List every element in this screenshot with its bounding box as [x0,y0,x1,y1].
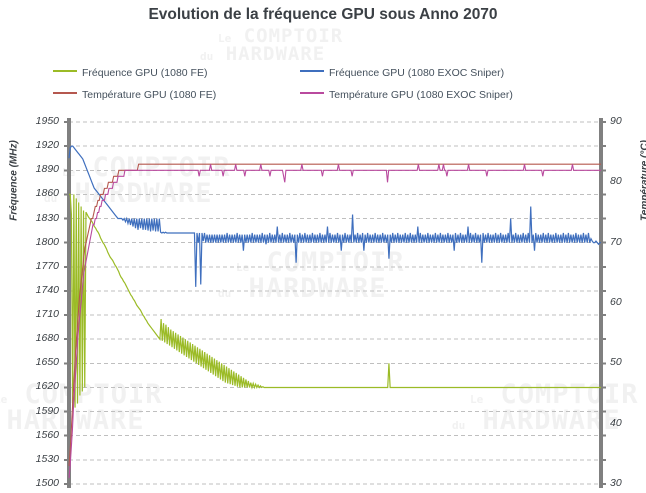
y-axis-right-tick: 80 [610,175,622,188]
y-axis-left-tick: 1500 [35,477,59,489]
y-axis-left-tick: 1560 [35,428,59,441]
y-axis-left-tick: 1920 [35,139,59,152]
legend-label-freq-exoc: Fréquence GPU (1080 EXOC Sniper) [329,67,505,79]
legend-item-temp-exoc[interactable]: Température GPU (1080 EXOC Sniper) [300,86,513,104]
legend-item-temp-fe[interactable]: Température GPU (1080 FE) [53,86,216,104]
legend-swatch-freq-exoc [300,70,324,72]
y-axis-right-tick: 30 [610,477,622,489]
y-axis-left-tick: 1860 [35,187,59,200]
y-axis-right-tick: 40 [610,416,622,429]
legend-swatch-temp-exoc [300,92,324,94]
y-axis-left-tick: 1530 [35,452,59,465]
y-axis-left-tick: 1890 [35,163,59,176]
legend-item-freq-fe[interactable]: Fréquence GPU (1080 FE) [53,64,207,82]
legend-label-freq-fe: Fréquence GPU (1080 FE) [82,67,208,79]
y-axis-right-tick: 70 [610,235,622,248]
legend-label-temp-exoc: Température GPU (1080 EXOC Sniper) [329,89,513,101]
legend-swatch-freq-fe [53,70,77,72]
y-axis-left-tick: 1740 [35,283,59,296]
y-axis-left-tick: 1620 [35,380,59,393]
y-axis-left-tick: 1800 [35,235,59,248]
y-axis-right-tick: 60 [610,296,622,308]
y-axis-left-tick: 1830 [35,211,59,224]
y-axis-right-tick: 50 [610,356,622,369]
legend-label-temp-fe: Température GPU (1080 FE) [82,89,217,101]
y-axis-left-tick: 1770 [35,259,59,272]
y-axis-right-tick: 90 [610,115,622,127]
legend-swatch-temp-fe [53,92,77,94]
chart-title: Evolution de la fréquence GPU sous Anno … [148,6,498,23]
y-axis-left-tick: 1710 [35,308,59,321]
y-axis-left-tick: 1590 [35,404,59,417]
legend-item-freq-exoc[interactable]: Fréquence GPU (1080 EXOC Sniper) [300,64,504,82]
y-axis-left-tick: 1680 [35,332,59,345]
y-axis-left-tick: 1950 [35,115,59,127]
y-axis-left-tick: 1650 [35,356,59,369]
chart-legend: Fréquence GPU (1080 FE) Température GPU … [0,64,646,110]
